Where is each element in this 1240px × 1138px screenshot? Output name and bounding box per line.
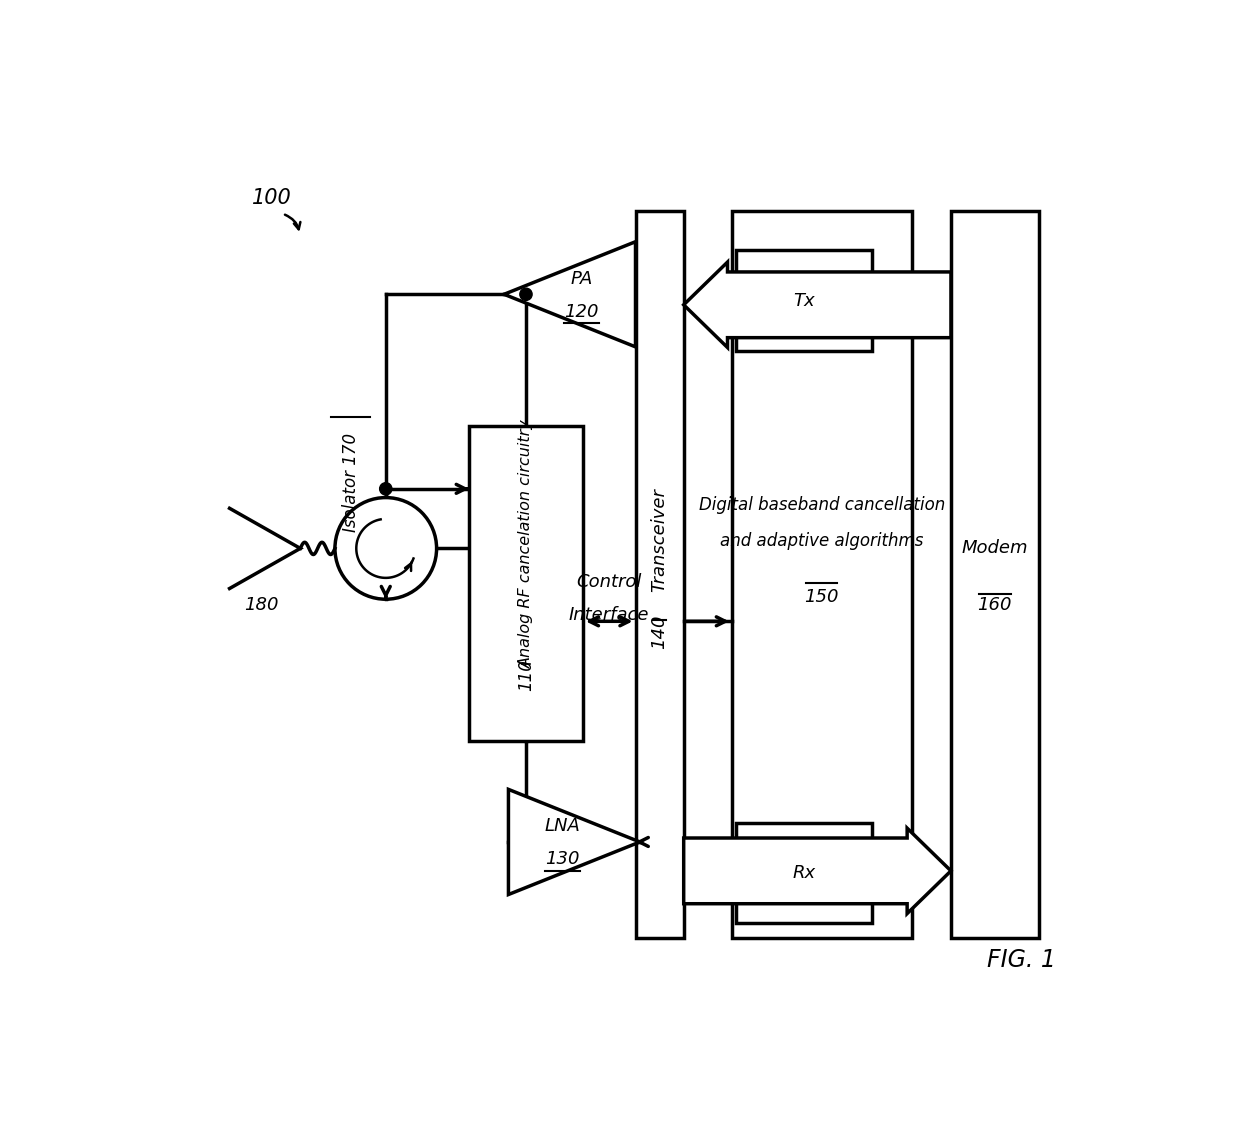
Text: Interface: Interface	[569, 607, 650, 624]
Text: 130: 130	[546, 850, 579, 868]
Polygon shape	[508, 790, 640, 894]
Text: FIG. 1: FIG. 1	[987, 948, 1055, 972]
Polygon shape	[505, 241, 635, 347]
Text: Rx: Rx	[792, 864, 816, 882]
Text: 120: 120	[564, 303, 599, 321]
Bar	[469, 426, 583, 741]
Bar	[635, 211, 683, 939]
Text: 150: 150	[805, 587, 839, 605]
Circle shape	[335, 497, 436, 600]
Text: Transceiver: Transceiver	[651, 488, 668, 592]
Bar	[737, 823, 872, 923]
Text: 100: 100	[252, 188, 291, 208]
Text: Analog RF cancelation circuitry: Analog RF cancelation circuitry	[518, 420, 533, 668]
Polygon shape	[683, 262, 951, 347]
Text: 180: 180	[244, 596, 279, 615]
Text: PA: PA	[570, 270, 593, 288]
Text: Digital baseband cancellation: Digital baseband cancellation	[698, 495, 945, 513]
Circle shape	[520, 288, 532, 300]
Text: LNA: LNA	[544, 817, 580, 835]
Text: Modem: Modem	[961, 539, 1028, 558]
Bar	[737, 250, 872, 352]
Text: and adaptive algorithms: and adaptive algorithms	[720, 533, 924, 551]
Bar	[951, 211, 1039, 939]
Bar	[732, 211, 911, 939]
Text: 140: 140	[651, 615, 668, 649]
Text: 160: 160	[977, 596, 1012, 615]
Text: 110: 110	[517, 660, 534, 692]
Polygon shape	[683, 828, 951, 914]
Text: Tx: Tx	[794, 291, 815, 310]
FancyArrowPatch shape	[285, 215, 300, 229]
Circle shape	[379, 483, 392, 495]
Text: Isolator 170: Isolator 170	[342, 434, 360, 533]
Text: Control: Control	[577, 572, 642, 591]
